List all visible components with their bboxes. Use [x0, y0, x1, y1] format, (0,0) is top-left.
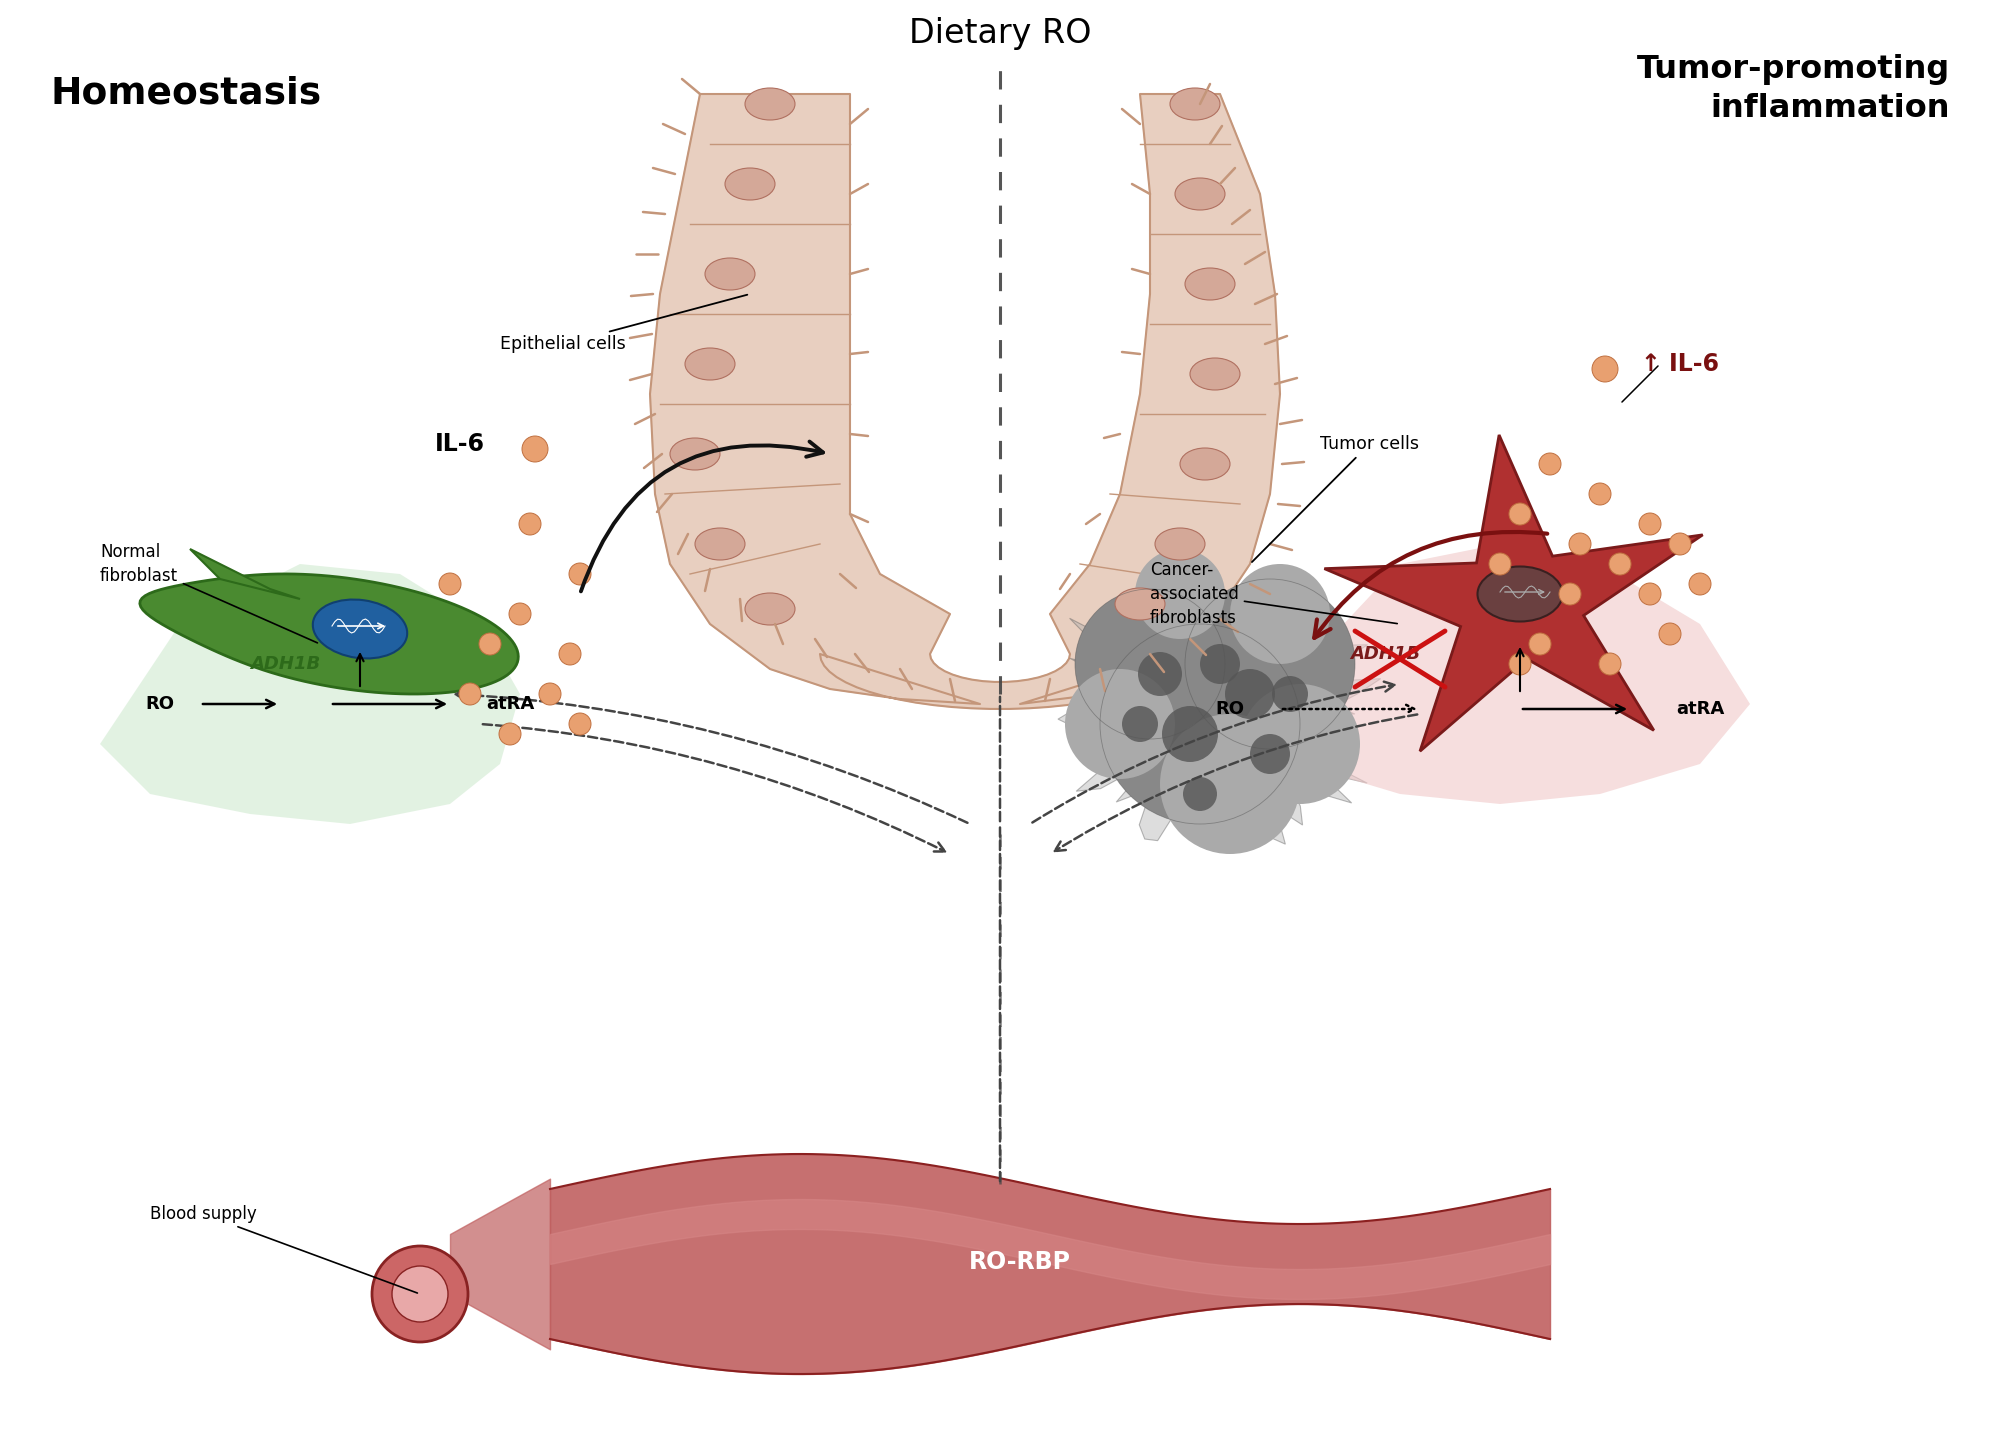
Circle shape [1688, 573, 1712, 595]
Text: Cancer-
associated
fibroblasts: Cancer- associated fibroblasts [1150, 562, 1398, 627]
Circle shape [560, 643, 580, 666]
Circle shape [480, 632, 502, 656]
Text: atRA: atRA [486, 695, 534, 713]
Circle shape [1608, 553, 1632, 575]
Circle shape [570, 563, 592, 585]
Circle shape [1660, 622, 1680, 645]
Circle shape [460, 683, 480, 705]
Circle shape [498, 723, 520, 745]
Circle shape [1530, 632, 1552, 656]
Ellipse shape [1180, 448, 1230, 479]
Polygon shape [1324, 435, 1702, 751]
Polygon shape [190, 549, 300, 599]
Circle shape [1076, 589, 1224, 739]
Circle shape [1272, 676, 1308, 712]
Text: atRA: atRA [1676, 700, 1724, 718]
Circle shape [1162, 706, 1218, 762]
Text: Tumor-promoting
inflammation: Tumor-promoting inflammation [1636, 55, 1950, 124]
Text: RO: RO [1216, 700, 1244, 718]
Circle shape [1200, 644, 1240, 684]
Text: Homeostasis: Homeostasis [50, 77, 322, 113]
Text: ↑ IL-6: ↑ IL-6 [1640, 352, 1720, 375]
Circle shape [1100, 624, 1300, 825]
Circle shape [540, 683, 560, 705]
Polygon shape [140, 573, 518, 695]
Text: RO: RO [146, 695, 174, 713]
Circle shape [1568, 533, 1592, 554]
Ellipse shape [1116, 588, 1164, 619]
Circle shape [1122, 706, 1158, 742]
Text: Epithelial cells: Epithelial cells [500, 295, 748, 352]
Circle shape [1588, 482, 1612, 505]
Polygon shape [100, 565, 520, 825]
Polygon shape [1058, 566, 1380, 849]
Circle shape [1560, 583, 1580, 605]
Ellipse shape [1176, 178, 1224, 209]
Circle shape [508, 604, 532, 625]
Circle shape [1592, 357, 1618, 383]
Ellipse shape [724, 168, 776, 201]
Ellipse shape [696, 529, 744, 560]
Circle shape [1160, 713, 1300, 853]
Ellipse shape [744, 593, 796, 625]
Text: RO-RBP: RO-RBP [968, 1251, 1072, 1274]
Circle shape [1184, 777, 1216, 812]
Ellipse shape [704, 258, 756, 290]
Circle shape [1540, 453, 1560, 475]
Circle shape [1640, 513, 1660, 534]
Circle shape [522, 436, 548, 462]
Circle shape [1668, 533, 1692, 554]
Text: Normal
fibroblast: Normal fibroblast [100, 543, 318, 643]
Circle shape [1064, 669, 1176, 778]
Ellipse shape [684, 348, 736, 380]
Circle shape [1488, 553, 1512, 575]
Circle shape [1184, 579, 1356, 749]
Text: Blood supply: Blood supply [150, 1204, 418, 1292]
Circle shape [372, 1246, 468, 1341]
Ellipse shape [1184, 269, 1236, 300]
Circle shape [570, 713, 592, 735]
Ellipse shape [312, 599, 408, 658]
Text: ADH1B: ADH1B [1350, 645, 1420, 663]
Ellipse shape [1190, 358, 1240, 390]
Ellipse shape [1170, 88, 1220, 120]
Circle shape [1250, 734, 1290, 774]
Polygon shape [650, 94, 1280, 709]
Circle shape [1138, 653, 1182, 696]
Circle shape [1224, 669, 1276, 719]
Text: Dietary RO: Dietary RO [908, 17, 1092, 51]
Circle shape [440, 573, 460, 595]
Circle shape [1240, 684, 1360, 804]
Circle shape [1230, 565, 1330, 664]
Polygon shape [1250, 544, 1750, 804]
Ellipse shape [744, 88, 796, 120]
Ellipse shape [670, 438, 720, 469]
Text: Tumor cells: Tumor cells [1252, 435, 1420, 562]
Circle shape [1640, 583, 1660, 605]
Circle shape [1136, 549, 1224, 640]
Ellipse shape [1156, 529, 1204, 560]
Text: ADH1B: ADH1B [250, 656, 320, 673]
Text: IL-6: IL-6 [434, 432, 484, 456]
Circle shape [1600, 653, 1622, 674]
Ellipse shape [1478, 566, 1562, 621]
Circle shape [520, 513, 540, 534]
Circle shape [1510, 503, 1532, 526]
Circle shape [392, 1266, 448, 1323]
Circle shape [1510, 653, 1532, 674]
